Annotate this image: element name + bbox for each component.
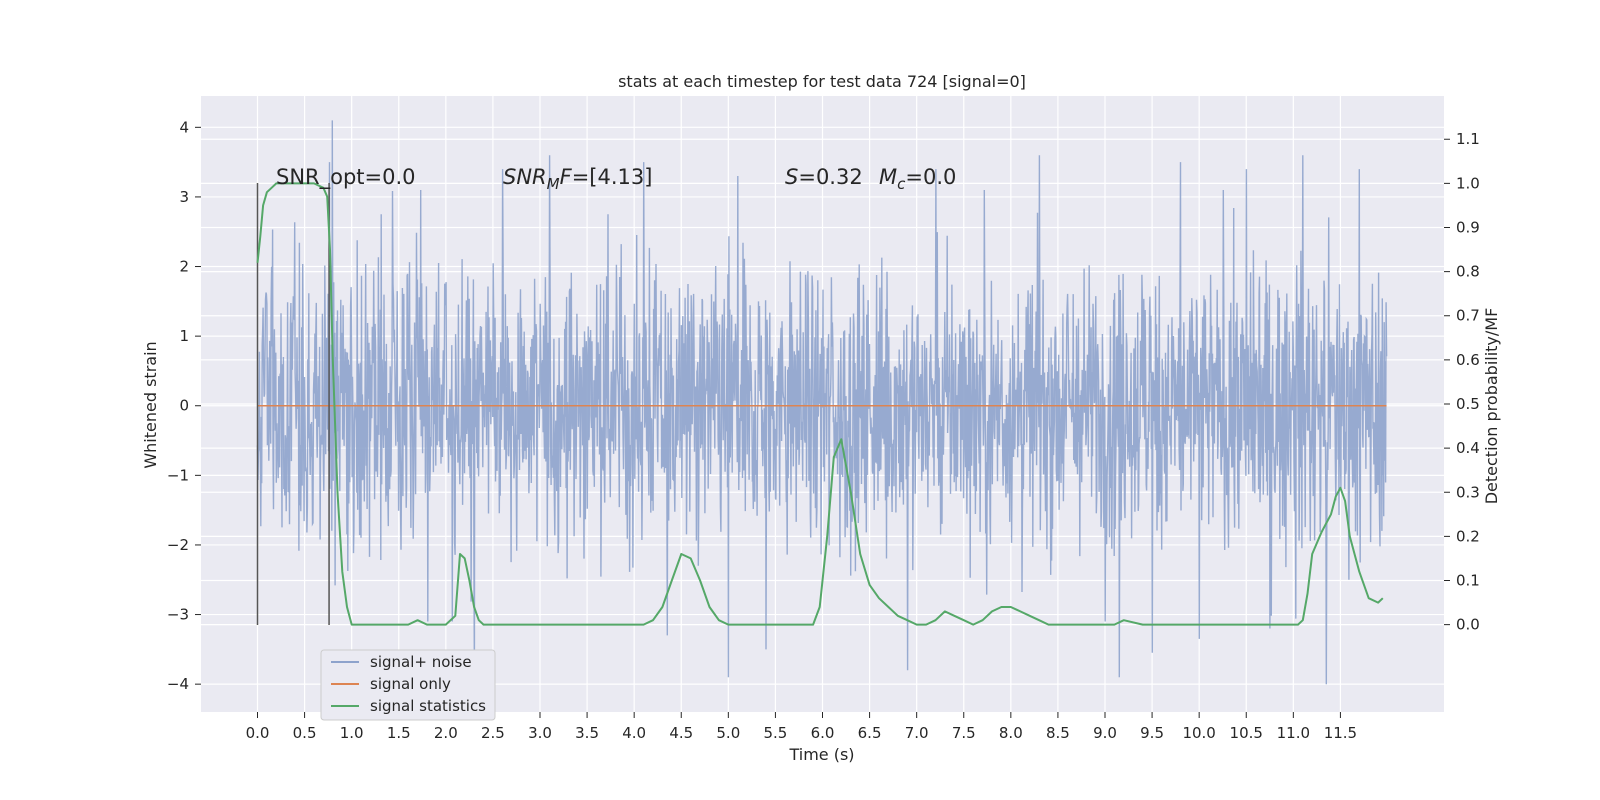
- y-right-tick-label: 0.6: [1456, 351, 1480, 369]
- x-tick-label: 8.0: [999, 724, 1023, 742]
- y-right-tick-label: 0.8: [1456, 263, 1480, 281]
- y-tick-label: 3: [179, 188, 189, 206]
- chart-title: stats at each timestep for test data 724…: [618, 72, 1026, 91]
- annotation-snr-mf-main: SNR: [503, 165, 547, 189]
- annotation-s-value: =0.32: [798, 165, 862, 189]
- x-tick-label: 9.0: [1093, 724, 1117, 742]
- annotation-snr-opt: SNR_opt=0.0: [276, 165, 416, 190]
- x-tick-label: 7.5: [952, 724, 976, 742]
- y-axis-right-label: Detection probability/MF: [1482, 308, 1501, 505]
- x-tick-label: 7.0: [905, 724, 929, 742]
- series-signal-statistics: [256, 182, 1384, 626]
- annotation-s-symbol: S: [785, 165, 798, 189]
- y-tick-label: −3: [167, 606, 189, 624]
- y-right-tick-label: 1.1: [1456, 130, 1480, 148]
- y-tick-label: 4: [179, 118, 189, 136]
- stats-line: [256, 182, 1384, 626]
- y-right-tick-label: 0.0: [1456, 616, 1480, 634]
- x-tick-label: 3.0: [528, 724, 552, 742]
- x-tick-label: 9.5: [1140, 724, 1164, 742]
- legend-label-signal: signal only: [370, 675, 451, 693]
- legend: signal+ noise signal only signal statist…: [320, 649, 496, 721]
- annotation-snr-mf-tail: F: [560, 165, 573, 189]
- annotation-mc-sub: c: [897, 175, 906, 193]
- annotation-mc-symbol: M: [879, 165, 897, 189]
- x-tick-label: 1.0: [340, 724, 364, 742]
- legend-label-noise: signal+ noise: [370, 653, 472, 671]
- legend-box: [320, 649, 496, 721]
- x-tick-label: 0.0: [246, 724, 270, 742]
- x-tick-label: 10.5: [1230, 724, 1263, 742]
- annotation-s: S=0.32: [785, 165, 863, 189]
- x-ticks: 0.0 0.5 1.0 1.5 2.0 2.5 3.0 3.5 4.0 4.5 5.0 5.5 6.0 6…: [246, 712, 1357, 742]
- y-tick-label: 1: [179, 327, 189, 345]
- x-tick-label: 2.5: [481, 724, 505, 742]
- x-tick-label: 11.5: [1324, 724, 1357, 742]
- x-tick-label: 5.0: [716, 724, 740, 742]
- y-right-tick-label: 0.7: [1456, 307, 1480, 325]
- x-tick-label: 11.0: [1277, 724, 1310, 742]
- x-tick-label: 2.0: [434, 724, 458, 742]
- annotation-mc: Mc=0.0: [879, 165, 956, 193]
- x-tick-label: 5.5: [763, 724, 787, 742]
- y-ticks: −4 −3 −2 −1 0 1 2 3 4: [167, 118, 201, 693]
- legend-label-stats: signal statistics: [370, 697, 486, 715]
- x-tick-label: 1.5: [387, 724, 411, 742]
- y-right-tick-label: 0.3: [1456, 483, 1480, 501]
- y-tick-label: −2: [167, 536, 189, 554]
- noise-line: [256, 120, 1388, 685]
- x-tick-label: 6.0: [811, 724, 835, 742]
- y-tick-label: −4: [167, 675, 189, 693]
- y-right-tick-label: 0.4: [1456, 439, 1480, 457]
- annotation-snr-mf-sub: M: [547, 175, 560, 193]
- y-right-tick-label: 0.9: [1456, 218, 1480, 236]
- y-right-tick-label: 0.2: [1456, 527, 1480, 545]
- x-tick-label: 4.0: [622, 724, 646, 742]
- y-right-tick-label: 1.0: [1456, 174, 1480, 192]
- x-axis-label: Time (s): [788, 745, 854, 764]
- series-signal-noise: [256, 120, 1388, 685]
- annotation-mc-value: =0.0: [905, 165, 956, 189]
- y-axis-label: Whitened strain: [141, 341, 160, 468]
- x-tick-label: 4.5: [669, 724, 693, 742]
- x-tick-label: 10.0: [1182, 724, 1215, 742]
- x-tick-label: 3.5: [575, 724, 599, 742]
- y-tick-label: 2: [179, 258, 189, 276]
- y-right-tick-label: 0.5: [1456, 395, 1480, 413]
- y-tick-label: −1: [167, 466, 189, 484]
- x-tick-label: 8.5: [1046, 724, 1070, 742]
- y-right-tick-label: 0.1: [1456, 572, 1480, 590]
- annotation-snr-mf: SNRMF=[4.13]: [503, 165, 652, 193]
- x-tick-label: 6.5: [858, 724, 882, 742]
- y-tick-label: 0: [179, 397, 189, 415]
- annotation-snr-mf-value: =[4.13]: [572, 165, 653, 189]
- y-ticks-right: 0.0 0.1 0.2 0.3 0.4 0.5 0.6 0.7 0.8 0.9 1.0 1.1: [1444, 130, 1480, 634]
- x-tick-label: 0.5: [293, 724, 317, 742]
